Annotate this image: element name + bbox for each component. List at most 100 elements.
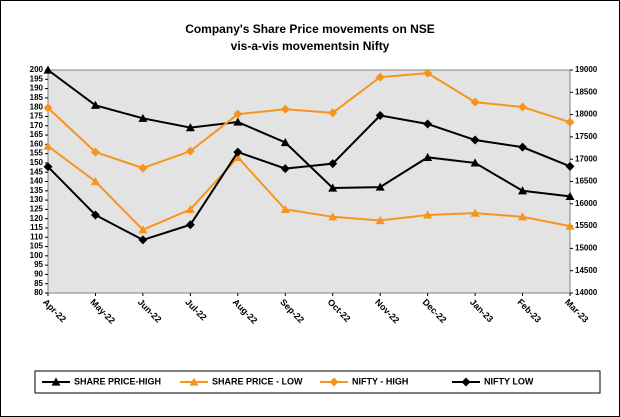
marker — [185, 220, 195, 230]
y-tick-label: 80 — [34, 288, 43, 297]
marker — [375, 216, 385, 225]
y-tick-label: 125 — [30, 204, 44, 213]
legend-label: SHARE PRICE - LOW — [212, 376, 303, 386]
marker — [90, 147, 100, 157]
marker — [280, 137, 290, 147]
y2-tick-label: 18000 — [575, 110, 598, 119]
y-tick-label: 145 — [30, 167, 44, 176]
marker — [90, 100, 100, 109]
marker — [233, 109, 243, 119]
marker — [518, 142, 528, 152]
marker — [565, 117, 575, 127]
y-tick-label: 135 — [30, 186, 44, 195]
marker — [138, 235, 148, 245]
marker — [470, 158, 480, 167]
y-tick-label: 170 — [30, 121, 44, 130]
chart-title: vis-a-vis movementsin Nifty — [231, 39, 390, 53]
marker — [185, 146, 195, 156]
marker — [43, 141, 53, 150]
marker — [280, 104, 290, 114]
y-tick-label: 120 — [30, 214, 44, 223]
marker — [423, 210, 433, 219]
marker — [423, 68, 433, 78]
y-tick-label: 190 — [30, 84, 44, 93]
y-tick-label: 185 — [30, 93, 44, 102]
legend-box — [34, 370, 601, 394]
y2-tick-label: 14500 — [575, 266, 598, 275]
legend-label: NIFTY - HIGH — [352, 376, 408, 386]
marker — [375, 182, 385, 191]
legend-marker — [461, 377, 471, 387]
series-line — [47, 145, 571, 232]
y-tick-label: 95 — [34, 260, 43, 269]
y-tick-label: 180 — [30, 102, 44, 111]
marker — [138, 225, 148, 234]
y2-tick-label: 16000 — [575, 199, 598, 208]
marker — [43, 103, 53, 113]
marker — [423, 152, 433, 161]
marker — [233, 147, 243, 157]
series-line — [47, 72, 571, 170]
marker — [565, 191, 575, 200]
marker — [375, 72, 385, 82]
marker — [565, 221, 575, 230]
y-tick-label: 105 — [30, 242, 44, 251]
marker — [423, 119, 433, 129]
marker — [185, 123, 195, 132]
y-tick-label: 150 — [30, 158, 44, 167]
y-tick-label: 175 — [30, 112, 44, 121]
y-tick-label: 200 — [30, 65, 44, 74]
marker — [328, 212, 338, 221]
marker — [518, 186, 528, 195]
y2-tick-label: 18500 — [575, 87, 598, 96]
y-tick-label: 100 — [30, 251, 44, 260]
marker — [90, 210, 100, 220]
marker — [328, 108, 338, 118]
legend-marker — [329, 377, 339, 387]
legend-label: SHARE PRICE-HIGH — [74, 376, 161, 386]
marker — [328, 183, 338, 192]
marker — [233, 152, 243, 161]
y-tick-label: 155 — [30, 149, 44, 158]
marker — [470, 97, 480, 107]
marker — [138, 163, 148, 173]
marker — [185, 204, 195, 213]
chart-title: Company's Share Price movements on NSE — [185, 22, 435, 36]
marker — [470, 208, 480, 217]
y2-tick-label: 15500 — [575, 221, 598, 230]
marker — [518, 212, 528, 221]
marker — [518, 102, 528, 112]
marker — [138, 113, 148, 122]
y2-tick-label: 19000 — [575, 65, 598, 74]
y-tick-label: 90 — [34, 270, 43, 279]
y-tick-label: 130 — [30, 195, 44, 204]
y-tick-label: 110 — [30, 232, 43, 241]
marker — [90, 177, 100, 186]
marker — [470, 135, 480, 145]
y2-tick-label: 17500 — [575, 132, 598, 141]
y2-tick-label: 14000 — [575, 288, 598, 297]
marker — [43, 162, 53, 172]
plot-area — [47, 69, 571, 294]
marker — [375, 110, 385, 120]
y2-tick-label: 16500 — [575, 177, 598, 186]
marker — [280, 164, 290, 174]
y-tick-label: 165 — [30, 130, 44, 139]
y2-tick-label: 17000 — [575, 154, 598, 163]
legend-label: NIFTY LOW — [484, 376, 534, 386]
y-tick-label: 115 — [30, 223, 43, 232]
marker — [328, 159, 338, 169]
y-tick-label: 160 — [30, 139, 44, 148]
series-line — [47, 114, 571, 242]
marker — [43, 65, 53, 74]
legend-marker — [189, 377, 199, 386]
y-tick-label: 140 — [30, 177, 44, 186]
y-tick-label: 195 — [30, 74, 44, 83]
legend-marker — [51, 377, 61, 386]
y2-tick-label: 15000 — [575, 244, 598, 253]
marker — [280, 204, 290, 213]
marker — [565, 161, 575, 171]
marker — [233, 117, 243, 126]
y-tick-label: 85 — [34, 279, 43, 288]
